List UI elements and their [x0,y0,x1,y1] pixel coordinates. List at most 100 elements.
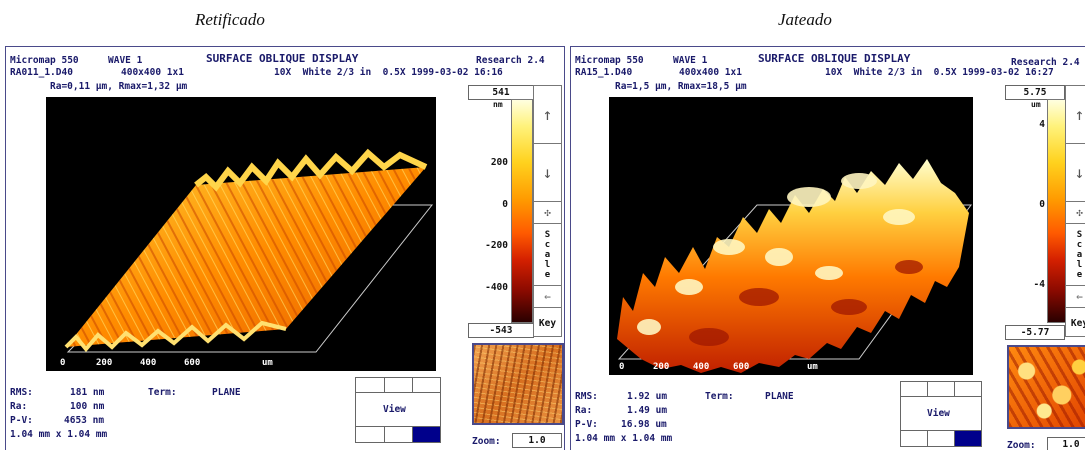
wave-label: WAVE 1 [108,55,143,66]
key-button[interactable]: Key [1066,308,1085,338]
axis-tick: 200 [653,362,670,372]
instrument-name: Micromap 550 [575,55,644,66]
surface-plot[interactable]: 0 200 400 600 um [46,97,436,371]
scale-tick: 0 [1039,199,1045,210]
axis-tick: 400 [693,362,710,372]
arrow-down-icon: ↓ [1074,163,1085,182]
scale-tick: 0 [502,199,508,210]
term-value: PLANE [765,391,794,402]
ra-label: Ra: [10,401,28,412]
ra-value: 1.49 um [627,405,668,416]
surface-render [64,148,434,353]
instrument-name: Micromap 550 [10,55,79,66]
surface-thumbnail[interactable] [472,343,564,425]
scale-button[interactable]: Scale [534,224,561,286]
axis-tick: 200 [96,358,113,368]
key-arrow-button[interactable]: ⇐ [1066,286,1085,308]
view-control[interactable]: View [900,381,982,447]
pv-label: P-V: [10,415,33,426]
arrow-up-icon: ↑ [542,105,553,124]
optics-info: 10X White 2/3 in 0.5X 1999-03-02 16:27 [825,67,1054,78]
research-version: Research 2.4 [1011,57,1080,68]
pv-value: 4653 nm [64,415,105,426]
axis-tick: 600 [733,362,750,372]
roughness-summary: Ra=1,5 μm, Rmax=18,5 μm [615,81,747,92]
cross-icon: ✣ [544,206,551,219]
scale-down-button[interactable]: ↓ [534,144,561,202]
rms-label: RMS: [575,391,598,402]
surface-peaks [637,173,915,335]
scale-controls: ↑ ↓ ✣ Scale ⇐ Key [1065,85,1085,337]
view-selected-cell[interactable] [955,431,981,446]
scale-button[interactable]: Scale [1066,224,1085,286]
scale-down-button[interactable]: ↓ [1066,144,1085,202]
caption-right: Jateado [778,10,832,29]
color-scale-bar [1047,99,1067,323]
axis-unit: um [262,358,273,368]
term-label: Term: [705,391,734,402]
scale-tick: -400 [485,282,508,293]
view-label: View [927,408,950,419]
caption-left: Retificado [195,10,265,29]
surface-valleys [689,260,923,346]
arrow-up-icon: ↑ [1074,105,1085,124]
axis-tick: 600 [184,358,201,368]
right-panel: Micromap 550 WAVE 1 SURFACE OBLIQUE DISP… [570,46,1085,450]
scale-max-value: 541 [468,85,534,100]
scale-fit-button[interactable]: ✣ [1066,202,1085,224]
cross-icon: ✣ [1076,206,1083,219]
scale-max-value: 5.75 [1005,85,1065,100]
rms-value: 181 nm [70,387,105,398]
surface-thumbnail[interactable] [1007,345,1085,429]
axis-tick: 0 [60,358,66,368]
zoom-value[interactable]: 1.0 [1047,437,1085,450]
scale-up-button[interactable]: ↑ [534,86,561,144]
term-label: Term: [148,387,177,398]
research-version: Research 2.4 [476,55,545,66]
key-arrow-button[interactable]: ⇐ [534,286,561,308]
surface-plot[interactable]: 0 200 400 600 um [609,97,973,375]
zoom-label: Zoom: [472,436,501,447]
scale-label: Scale [1076,229,1083,280]
view-control[interactable]: View [355,377,441,443]
grid-size: 400x400 1x1 [679,67,742,78]
axis-unit: um [807,362,818,372]
view-selected-cell[interactable] [413,427,440,442]
area-value: 1.04 mm x 1.04 mm [10,429,108,440]
surface-render [617,159,972,373]
scale-unit: um [1031,100,1041,109]
axis-tick: 0 [619,362,625,372]
term-value: PLANE [212,387,241,398]
file-name: RA15_1.D40 [575,67,633,78]
roughness-summary: Ra=0,11 μm, Rmax=1,32 μm [50,81,188,92]
left-panel: Micromap 550 WAVE 1 SURFACE OBLIQUE DISP… [5,46,565,450]
scale-tick: 4 [1039,119,1045,130]
rms-label: RMS: [10,387,33,398]
arrow-down-icon: ↓ [542,163,553,182]
scale-unit: nm [493,100,503,109]
rms-value: 1.92 um [627,391,668,402]
scale-tick: -4 [1033,279,1045,290]
scale-tick: 200 [490,157,508,168]
scale-controls: ↑ ↓ ✣ Scale ⇐ Key [533,85,562,337]
key-label: Key [1070,317,1085,329]
scale-label: Scale [544,229,551,280]
double-arrow-left-icon: ⇐ [1076,290,1083,303]
scale-up-button[interactable]: ↑ [1066,86,1085,144]
axis-tick: 400 [140,358,157,368]
ra-label: Ra: [575,405,593,416]
scale-fit-button[interactable]: ✣ [534,202,561,224]
zoom-value[interactable]: 1.0 [512,433,562,448]
scale-min-value: -5.77 [1005,325,1065,340]
scale-tick: -200 [485,240,508,251]
key-button[interactable]: Key [534,308,561,338]
scale-min-value: -543 [468,323,534,338]
display-title: SURFACE OBLIQUE DISPLAY [758,52,911,65]
pv-value: 16.98 um [621,419,667,430]
grid-size: 400x400 1x1 [121,67,184,78]
file-name: RA011_1.D40 [10,67,73,78]
ra-value: 100 nm [70,401,105,412]
pv-label: P-V: [575,419,598,430]
display-title: SURFACE OBLIQUE DISPLAY [206,52,359,65]
wave-label: WAVE 1 [673,55,708,66]
